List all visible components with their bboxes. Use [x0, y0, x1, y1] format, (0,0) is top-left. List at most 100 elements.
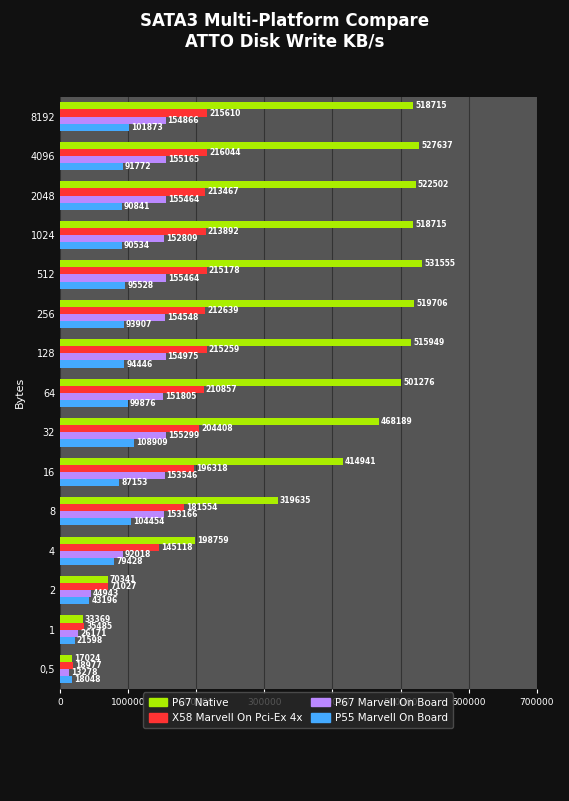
- Text: 93907: 93907: [126, 320, 152, 329]
- Bar: [60, 655, 72, 662]
- Bar: [60, 386, 204, 392]
- Bar: [60, 440, 134, 446]
- Text: 155299: 155299: [168, 432, 199, 441]
- Text: 26171: 26171: [80, 629, 106, 638]
- Bar: [60, 156, 166, 163]
- Bar: [60, 123, 129, 131]
- Text: 515949: 515949: [414, 338, 445, 347]
- Text: 44943: 44943: [93, 590, 119, 598]
- Bar: [60, 110, 207, 117]
- Bar: [60, 227, 206, 235]
- Bar: [60, 181, 416, 188]
- Y-axis label: Bytes: Bytes: [15, 377, 25, 409]
- Bar: [60, 622, 84, 630]
- Bar: [60, 360, 125, 368]
- Text: 17024: 17024: [73, 654, 100, 663]
- Text: 94446: 94446: [126, 360, 152, 368]
- Text: 33369: 33369: [85, 614, 111, 623]
- Bar: [60, 557, 114, 565]
- Text: 145118: 145118: [161, 543, 192, 552]
- Bar: [60, 457, 343, 465]
- Bar: [60, 321, 124, 328]
- Bar: [60, 203, 122, 210]
- Text: 153166: 153166: [166, 510, 198, 519]
- Text: 91772: 91772: [125, 162, 151, 171]
- Bar: [60, 379, 401, 386]
- Text: 90841: 90841: [124, 202, 150, 211]
- Bar: [60, 537, 195, 544]
- Text: 414941: 414941: [345, 457, 376, 465]
- Bar: [60, 103, 413, 110]
- Bar: [60, 400, 128, 407]
- Bar: [60, 518, 131, 525]
- Bar: [60, 221, 413, 227]
- Text: 527637: 527637: [422, 141, 453, 150]
- Bar: [60, 576, 108, 583]
- Bar: [60, 544, 159, 551]
- Text: 70341: 70341: [110, 575, 137, 584]
- Bar: [60, 149, 207, 156]
- Text: 215259: 215259: [209, 345, 240, 354]
- Text: 204408: 204408: [201, 425, 233, 433]
- Text: 531555: 531555: [424, 260, 455, 268]
- Bar: [60, 163, 122, 171]
- Text: 518715: 518715: [415, 219, 447, 229]
- Bar: [60, 504, 184, 511]
- Text: 519706: 519706: [416, 299, 447, 308]
- Bar: [60, 551, 123, 557]
- Text: 154975: 154975: [168, 352, 199, 361]
- Text: 215178: 215178: [209, 267, 240, 276]
- Bar: [60, 676, 72, 683]
- Bar: [60, 479, 119, 486]
- Bar: [60, 583, 109, 590]
- Bar: [60, 637, 75, 644]
- Text: 216044: 216044: [209, 148, 241, 157]
- Text: 43196: 43196: [92, 597, 118, 606]
- Text: 90534: 90534: [123, 241, 150, 250]
- Bar: [60, 195, 166, 203]
- Text: 522502: 522502: [418, 180, 449, 189]
- Bar: [60, 669, 69, 676]
- Text: 213467: 213467: [208, 187, 239, 196]
- Text: 99876: 99876: [130, 399, 156, 408]
- Bar: [60, 590, 90, 598]
- Bar: [60, 425, 199, 433]
- Bar: [60, 260, 422, 268]
- Text: 79428: 79428: [116, 557, 143, 566]
- Bar: [60, 511, 164, 518]
- Bar: [60, 353, 166, 360]
- Bar: [60, 275, 166, 282]
- Bar: [60, 433, 166, 440]
- Bar: [60, 300, 414, 307]
- Text: 21598: 21598: [77, 636, 103, 645]
- Text: 155165: 155165: [168, 155, 199, 164]
- Bar: [60, 418, 379, 425]
- Text: SATA3 Multi-Platform Compare
ATTO Disk Write KB/s: SATA3 Multi-Platform Compare ATTO Disk W…: [140, 12, 429, 50]
- Bar: [60, 314, 165, 321]
- Text: 151805: 151805: [166, 392, 197, 401]
- Text: 198759: 198759: [197, 536, 229, 545]
- Text: 213892: 213892: [208, 227, 240, 236]
- Bar: [60, 346, 207, 353]
- Bar: [60, 662, 73, 669]
- Text: 92018: 92018: [125, 549, 151, 559]
- Text: 18977: 18977: [75, 661, 102, 670]
- Bar: [60, 117, 166, 123]
- Text: 18048: 18048: [75, 675, 101, 684]
- Text: 154548: 154548: [167, 313, 199, 322]
- Bar: [60, 307, 205, 314]
- Bar: [60, 142, 419, 149]
- Text: 108909: 108909: [136, 438, 168, 448]
- Bar: [60, 282, 125, 288]
- Bar: [60, 615, 83, 622]
- Text: 155464: 155464: [168, 273, 199, 283]
- Text: 71027: 71027: [110, 582, 137, 591]
- Text: 154866: 154866: [167, 115, 199, 125]
- Bar: [60, 630, 78, 637]
- Text: 196318: 196318: [196, 464, 228, 473]
- Text: 155464: 155464: [168, 195, 199, 203]
- Text: 152809: 152809: [166, 234, 197, 243]
- Text: 210857: 210857: [205, 384, 237, 394]
- Text: 95528: 95528: [127, 280, 153, 290]
- Bar: [60, 188, 205, 195]
